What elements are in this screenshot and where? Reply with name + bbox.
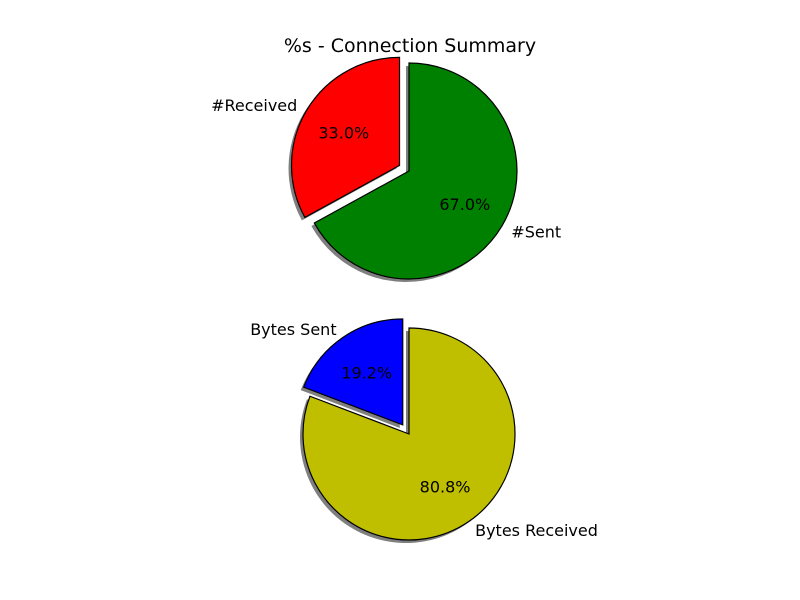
- slice-label-bytes-sent: Bytes Sent: [250, 320, 336, 339]
- percent-label-received: 33.0%: [318, 123, 369, 142]
- slice-label-received: #Received: [211, 96, 297, 115]
- pie-slice-bytes-received: [302, 327, 516, 541]
- slice-label-bytes-received: Bytes Received: [475, 521, 598, 540]
- pie-slice-sent: [313, 62, 518, 280]
- percent-label-sent: 67.0%: [439, 195, 490, 214]
- pie-chart-connections: 33.0% #Received 67.0% #Sent: [211, 56, 561, 282]
- slice-label-sent: #Sent: [511, 223, 561, 242]
- percent-label-bytes-received: 80.8%: [420, 477, 471, 496]
- pie-chart-bytes: 19.2% Bytes Sent 80.8% Bytes Received: [250, 318, 598, 543]
- chart-title: %s - Connection Summary: [284, 35, 536, 57]
- percent-label-bytes-sent: 19.2%: [341, 364, 392, 383]
- pie-slice-bytes-sent: [302, 318, 404, 426]
- pie-slice-received: [290, 56, 401, 219]
